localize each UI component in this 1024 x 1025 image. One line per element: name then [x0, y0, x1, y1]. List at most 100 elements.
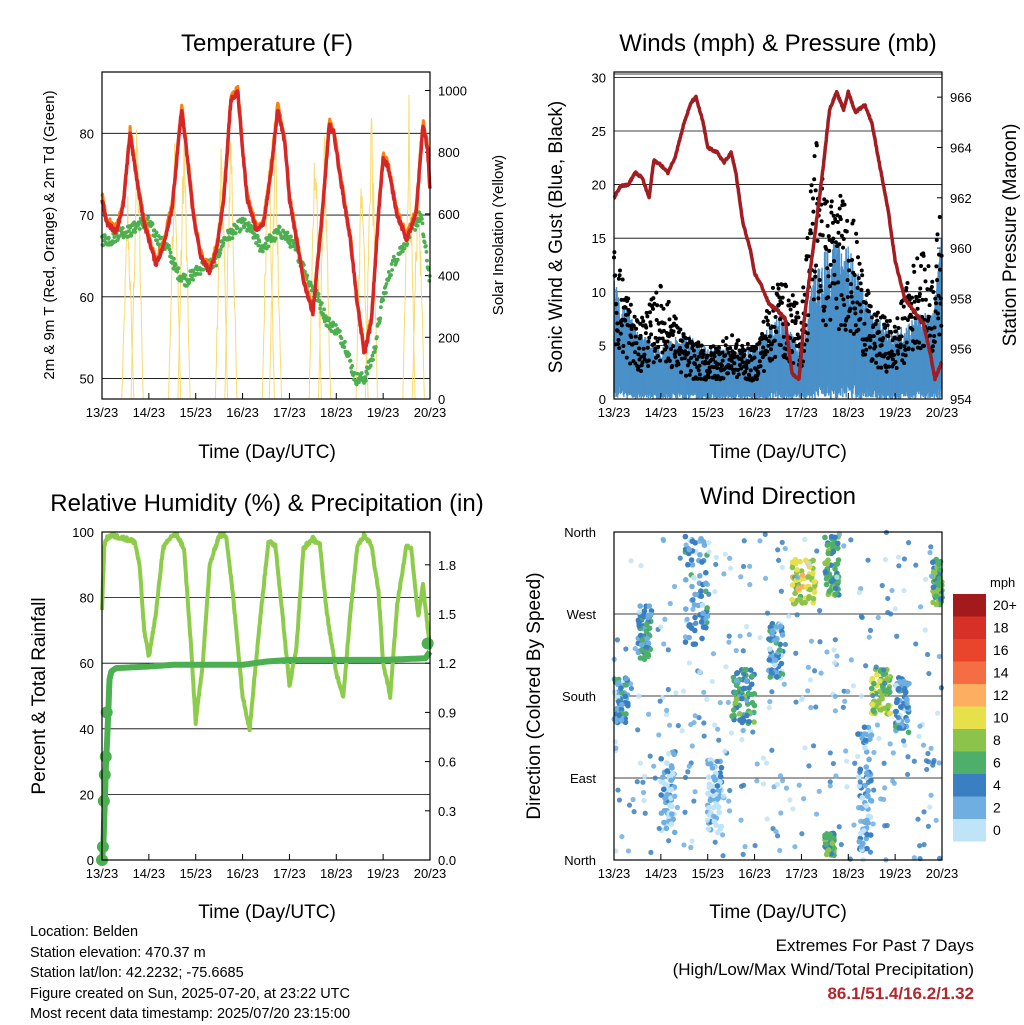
- direction-point: [637, 655, 644, 661]
- gust-point: [767, 310, 772, 315]
- dewpoint-point: [389, 273, 393, 277]
- gust-point: [933, 296, 938, 301]
- direction-point: [836, 531, 843, 537]
- direction-point: [876, 735, 882, 742]
- gust-point: [814, 263, 819, 268]
- gust-point: [650, 306, 655, 311]
- gust-point: [665, 339, 670, 344]
- gust-point: [910, 327, 915, 332]
- gust-point: [806, 313, 811, 318]
- direction-point: [881, 760, 887, 766]
- dewpoint-point: [363, 375, 368, 379]
- direction-point: [835, 557, 842, 563]
- gust-point: [616, 337, 621, 342]
- direction-point: [794, 567, 801, 573]
- dewpoint-point: [131, 223, 135, 228]
- gust-point: [614, 310, 619, 315]
- direction-point: [795, 586, 801, 592]
- direction-point: [913, 641, 919, 647]
- humidity-frame: [101, 531, 431, 861]
- gust-point: [848, 282, 853, 287]
- direction-point: [810, 595, 817, 602]
- direction-point: [704, 817, 710, 823]
- direction-point: [794, 612, 800, 618]
- direction-point: [754, 778, 760, 784]
- direction-point: [911, 855, 917, 861]
- direction-point: [704, 581, 711, 588]
- gust-point: [809, 231, 814, 236]
- gust-point: [720, 358, 725, 363]
- extremes-box: Extremes For Past 7 Days (High/Low/Max W…: [673, 934, 974, 1006]
- gust-point: [882, 322, 887, 327]
- gust-point: [847, 268, 852, 273]
- direction-point: [921, 809, 927, 815]
- direction-point: [656, 732, 662, 738]
- direction-point: [688, 844, 694, 851]
- gust-point: [915, 256, 920, 261]
- gust-point: [827, 248, 832, 253]
- direction-point: [644, 635, 650, 642]
- colorbar-label: 0: [993, 822, 1001, 838]
- direction-point: [871, 787, 877, 793]
- gust-point: [923, 297, 928, 302]
- dewpoint-point: [343, 339, 347, 344]
- direction-point: [750, 729, 756, 735]
- direction-point: [796, 596, 803, 603]
- direction-point: [865, 772, 871, 778]
- gust-point: [651, 360, 656, 365]
- dewpoint-point: [150, 222, 155, 227]
- direction-point: [666, 751, 672, 757]
- dewpoint-point: [172, 256, 176, 261]
- dewpoint-point: [371, 357, 375, 362]
- extremes-heading: Extremes For Past 7 Days: [775, 936, 974, 955]
- gust-point: [769, 347, 774, 352]
- direction-point: [822, 534, 828, 541]
- direction-point: [772, 637, 778, 644]
- direction-point: [864, 831, 870, 838]
- direction-point: [855, 805, 862, 811]
- gust-point: [760, 331, 765, 336]
- direction-point: [838, 841, 844, 848]
- colorbar-swatch: [953, 751, 986, 774]
- y-right-tick-label: 962: [950, 191, 972, 206]
- direction-point: [668, 777, 675, 784]
- direction-point: [682, 634, 689, 640]
- direction-point: [686, 660, 693, 666]
- direction-point: [867, 849, 874, 855]
- gust-point: [661, 306, 666, 311]
- direction-point: [831, 647, 837, 653]
- direction-point: [692, 614, 698, 621]
- dewpoint-point: [327, 316, 332, 321]
- direction-point: [636, 693, 642, 699]
- x-tick-label: 17/23: [785, 405, 818, 420]
- gust-point: [915, 306, 920, 311]
- gust-point: [918, 286, 923, 291]
- gust-point: [931, 344, 936, 349]
- gust-point: [713, 346, 718, 351]
- direction-point: [810, 743, 817, 749]
- gust-point: [645, 345, 650, 350]
- direction-point: [775, 547, 781, 553]
- direction-point: [832, 693, 838, 700]
- gust-point: [782, 352, 787, 357]
- direction-point: [766, 657, 773, 663]
- gust-point: [812, 177, 817, 182]
- humidity-title: Relative Humidity (%) & Precipitation (i…: [50, 490, 483, 517]
- dewpoint-point: [420, 221, 425, 226]
- direction-point: [664, 782, 670, 789]
- direction-point: [905, 754, 911, 760]
- direction-point: [662, 795, 668, 802]
- solar-spike: [130, 129, 144, 400]
- gust-point: [911, 263, 916, 268]
- direction-point: [799, 572, 806, 579]
- gust-point: [859, 288, 864, 293]
- gust-point: [766, 322, 771, 327]
- direction-point: [873, 664, 879, 670]
- speed-colorbar: mph 20+ 18 16 14 12 10 8 6 4 2 0: [953, 575, 1017, 842]
- gust-point: [701, 352, 706, 357]
- gust-point: [932, 339, 937, 344]
- gust-point: [719, 363, 724, 368]
- direction-point: [915, 816, 921, 822]
- direction-point: [683, 606, 689, 612]
- direction-point: [698, 588, 704, 594]
